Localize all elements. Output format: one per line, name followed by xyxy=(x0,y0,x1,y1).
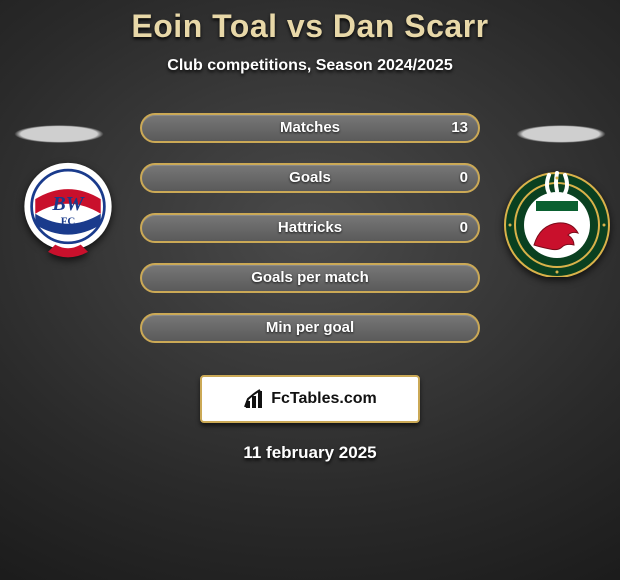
stat-bar-min-per-goal: Min per goal xyxy=(140,313,480,343)
date-label: 11 february 2025 xyxy=(0,443,620,463)
comparison-stage: BW FC xyxy=(0,101,620,371)
stat-label: Min per goal xyxy=(142,315,478,341)
stat-bar-hattricks: Hattricks 0 xyxy=(140,213,480,243)
svg-text:BW: BW xyxy=(51,193,84,215)
shadow-ellipse-right xyxy=(516,125,606,143)
stat-right-value: 13 xyxy=(451,115,468,141)
stat-label: Matches xyxy=(142,115,478,141)
shadow-ellipse-left xyxy=(14,125,104,143)
stat-bar-goals: Goals 0 xyxy=(140,163,480,193)
stat-label: Goals per match xyxy=(142,265,478,291)
brand-box: FcTables.com xyxy=(200,375,420,423)
wrexham-afc-crest-icon xyxy=(502,167,612,277)
page-title: Eoin Toal vs Dan Scarr xyxy=(0,8,620,45)
page-subtitle: Club competitions, Season 2024/2025 xyxy=(0,57,620,75)
stat-right-value: 0 xyxy=(460,215,468,241)
stat-right-value: 0 xyxy=(460,165,468,191)
stat-bar-matches: Matches 13 xyxy=(140,113,480,143)
stat-label: Hattricks xyxy=(142,215,478,241)
bolton-wanderers-crest-icon: BW FC xyxy=(18,161,118,261)
stat-bar-goals-per-match: Goals per match xyxy=(140,263,480,293)
bar-chart-icon xyxy=(243,387,267,411)
stat-bars: Matches 13 Goals 0 Hattricks 0 Goals per… xyxy=(140,113,480,363)
stat-label: Goals xyxy=(142,165,478,191)
brand-text: FcTables.com xyxy=(271,390,377,408)
